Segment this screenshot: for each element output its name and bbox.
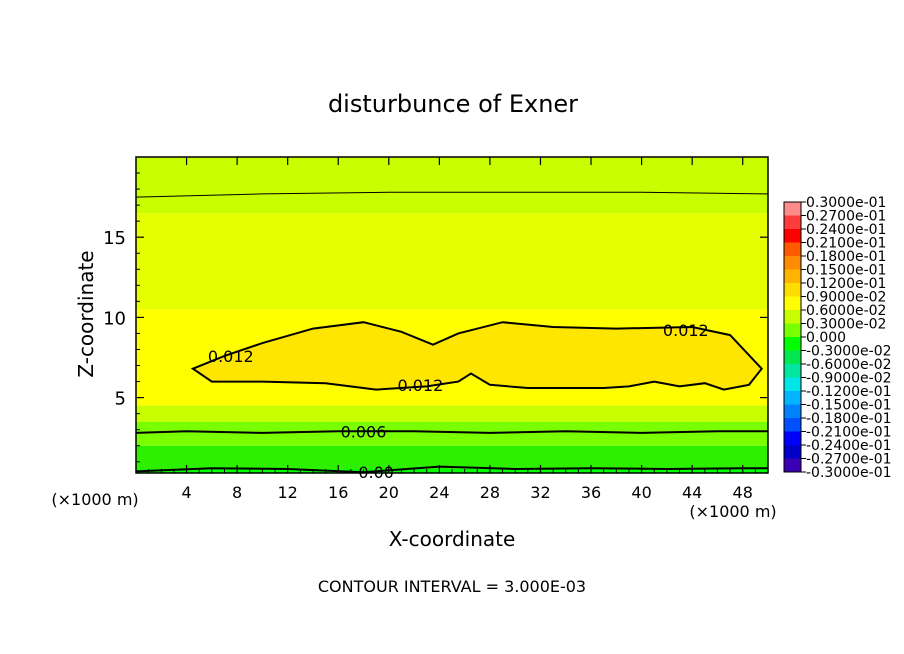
colorbar-swatch [784,391,801,405]
background-bands [136,157,768,473]
colorbar-swatch [784,310,801,324]
x-axis: 4 8 12 16 20 24 28 32 36 40 44 48 [148,157,756,502]
x-tick-label: 4 [181,483,191,502]
colorbar-label: 0.1500e-01 [806,263,886,279]
y-axis-label: Z-coordinate [74,250,98,377]
colorbar-swatch [784,215,801,230]
colorbar-label: 0.1800e-01 [806,249,886,265]
x-tick-label: 28 [480,483,500,502]
y-tick-label: 10 [103,308,126,329]
contour-lines [135,191,769,474]
colorbar-swatch [784,364,801,378]
x-unit-left: (×1000 m) [51,490,138,509]
contour-label-0.012-0: 0.012 [208,347,254,366]
colorbar-label: -0.2400e-01 [806,438,892,454]
contour-line-0.012 [190,321,764,391]
colorbar-label: 0.9000e-02 [806,290,886,306]
contour-label-0.012-1: 0.012 [397,376,443,395]
x-tick-label: 48 [733,483,753,502]
contour-interval-footer: CONTOUR INTERVAL = 3.000E-03 [318,577,586,596]
x-tick-label: 40 [631,483,651,502]
colorbar-swatch [784,377,801,392]
colorbar-swatch [784,242,801,257]
background-band-2 [136,421,768,446]
colorbar-swatch [784,458,801,473]
contour-line-0.006 [135,430,768,434]
colorbar-swatch [784,202,801,216]
colorbar-swatch [784,404,801,419]
colorbar-label: 0.3000e-01 [806,195,886,211]
x-unit-right: (×1000 m) [689,502,776,521]
background-band-3 [136,405,768,422]
colorbar-label: 0.2400e-01 [806,222,886,238]
colorbar-swatch [784,229,801,243]
colorbar-label: -0.3000e-01 [806,465,892,481]
y-tick-label: 15 [103,228,126,249]
y-axis: 5 10 15 [103,172,768,463]
colorbar: 0.3000e-010.2700e-010.2400e-010.2100e-01… [783,195,892,481]
colorbar-label: -0.1800e-01 [806,411,892,427]
x-tick-label: 36 [581,483,601,502]
colorbar-label: -0.3000e-02 [806,344,892,360]
colorbar-swatch [784,350,801,365]
colorbar-swatch [784,418,801,432]
colorbar-label: -0.9000e-02 [806,371,892,387]
contour-label-0.012-2: 0.012 [663,321,709,340]
colorbar-label: -0.2100e-01 [806,425,892,441]
x-tick-label: 24 [429,483,449,502]
x-tick-label: 20 [379,483,399,502]
background-band-1 [136,445,768,469]
colorbar-swatch [784,337,801,351]
x-tick-label: 8 [232,483,242,502]
colorbar-label: 0.1200e-01 [806,276,886,292]
x-tick-label: 32 [530,483,550,502]
colorbar-swatch [784,269,801,284]
colorbar-label: 0.2700e-01 [806,209,886,225]
x-tick-label: 12 [278,483,298,502]
contour-line-0 [135,465,768,474]
colorbar-swatch [784,431,801,446]
colorbar-swatch [784,323,801,338]
colorbar-label: 0.6000e-02 [806,303,886,319]
y-tick-label: 5 [115,389,126,410]
colorbar-label: -0.6000e-02 [806,357,892,373]
x-tick-label: 44 [682,483,702,502]
contour-line-0.015 [135,191,769,198]
colorbar-label: -0.1500e-01 [806,398,892,414]
chart-title: disturbunce of Exner [328,90,578,118]
background-band-6 [136,157,768,214]
colorbar-label: -0.2700e-01 [806,452,892,468]
background-band-5 [136,213,768,310]
colorbar-swatch [784,283,801,297]
colorbar-swatch [784,296,801,311]
x-axis-label: X-coordinate [389,527,516,551]
colorbar-label: -0.1200e-01 [806,384,892,400]
colorbar-label: 0.2100e-01 [806,236,886,252]
colorbar-swatch [784,445,801,459]
core-fill-012 [192,322,762,390]
colorbar-label: 0.3000e-02 [806,317,886,333]
contour-label-0.006: 0.006 [341,422,387,441]
colorbar-swatch [784,256,801,270]
colorbar-label: 0.000 [806,330,846,346]
x-tick-label: 16 [328,483,348,502]
